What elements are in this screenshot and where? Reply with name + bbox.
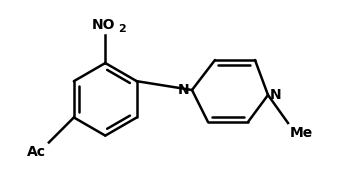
- Text: NO: NO: [92, 18, 115, 32]
- Text: Ac: Ac: [27, 146, 46, 159]
- Text: N: N: [177, 83, 189, 97]
- Text: Me: Me: [290, 126, 313, 140]
- Text: 2: 2: [118, 24, 126, 34]
- Text: N: N: [270, 88, 282, 102]
